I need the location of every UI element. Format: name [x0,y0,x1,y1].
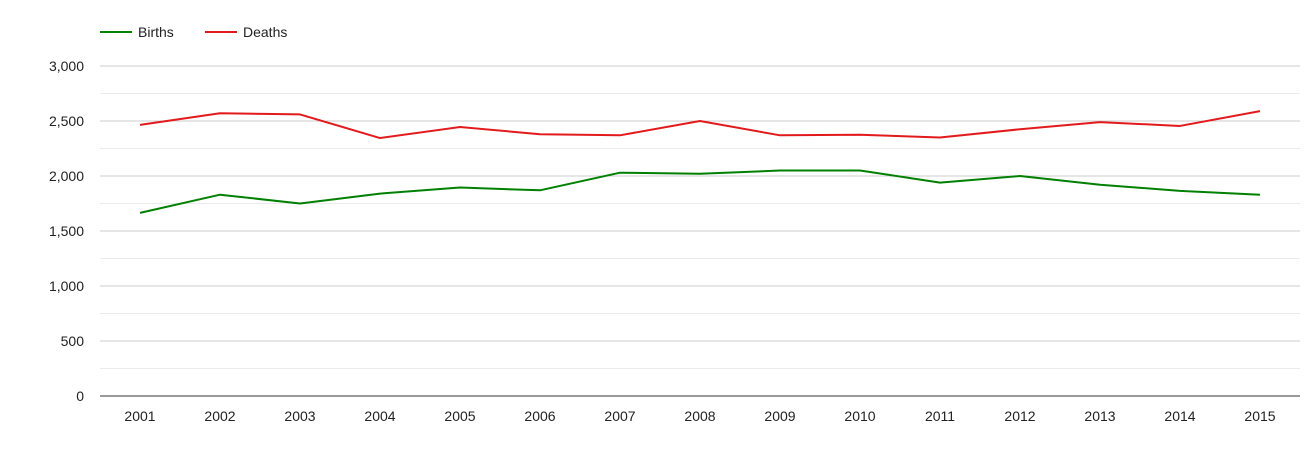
data-point-births[interactable] [1014,170,1026,182]
data-point-births[interactable] [1254,189,1266,201]
data-point-births[interactable] [1174,185,1186,197]
x-tick-label: 2006 [524,408,555,424]
gridlines [100,65,1300,369]
plot-area [134,105,1266,219]
data-point-deaths[interactable] [1174,120,1186,132]
series-deaths [134,105,1266,144]
legend-label-births: Births [138,24,174,40]
data-point-deaths[interactable] [694,115,706,127]
x-tick-label: 2012 [1004,408,1035,424]
x-tick-label: 2015 [1244,408,1275,424]
y-tick-label: 0 [76,388,84,404]
data-point-deaths[interactable] [534,128,546,140]
data-point-births[interactable] [614,167,626,179]
legend: Births Deaths [100,24,287,40]
data-point-deaths[interactable] [374,132,386,144]
data-point-deaths[interactable] [1254,105,1266,117]
data-point-births[interactable] [214,189,226,201]
y-tick-label: 500 [61,333,85,349]
data-point-deaths[interactable] [1094,116,1106,128]
x-tick-label: 2001 [124,408,155,424]
legend-item-births[interactable]: Births [100,24,174,40]
x-tick-label: 2005 [444,408,475,424]
data-point-deaths[interactable] [1014,123,1026,135]
data-point-births[interactable] [374,188,386,200]
data-point-births[interactable] [854,165,866,177]
data-point-deaths[interactable] [774,129,786,141]
y-tick-label: 1,000 [49,278,84,294]
data-point-births[interactable] [454,182,466,194]
series-line-deaths [139,110,1261,140]
y-axis: 0 500 1,000 1,500 2,000 2,500 3,000 [49,58,84,404]
x-tick-label: 2003 [284,408,315,424]
x-tick-label: 2013 [1084,408,1115,424]
x-tick-label: 2009 [764,408,795,424]
data-point-births[interactable] [1094,179,1106,191]
legend-label-deaths: Deaths [243,24,287,40]
data-point-deaths[interactable] [854,129,866,141]
y-tick-label: 1,500 [49,223,84,239]
legend-item-deaths[interactable]: Deaths [205,24,287,40]
y-tick-label: 2,500 [49,113,84,129]
data-point-deaths[interactable] [214,107,226,119]
x-axis: 2001 2002 2003 2004 2005 2006 2007 2008 2009 2010… [100,395,1300,424]
data-point-births[interactable] [694,168,706,180]
data-point-deaths[interactable] [934,132,946,144]
data-point-births[interactable] [134,207,146,219]
data-point-deaths[interactable] [294,108,306,120]
x-tick-label: 2011 [925,408,955,424]
x-tick-label: 2008 [684,408,715,424]
x-tick-label: 2002 [204,408,235,424]
y-tick-label: 2,000 [49,168,84,184]
y-tick-label: 3,000 [49,58,84,74]
x-tick-label: 2007 [604,408,635,424]
series-line-births [139,169,1261,214]
x-tick-label: 2014 [1164,408,1195,424]
data-point-deaths[interactable] [454,121,466,133]
x-tick-label: 2004 [364,408,395,424]
data-point-births[interactable] [774,165,786,177]
data-point-deaths[interactable] [614,129,626,141]
data-point-births[interactable] [534,184,546,196]
x-tick-label: 2010 [844,408,875,424]
series-births [134,165,1266,219]
data-point-births[interactable] [294,198,306,210]
data-point-deaths[interactable] [134,119,146,131]
data-point-births[interactable] [934,177,946,189]
